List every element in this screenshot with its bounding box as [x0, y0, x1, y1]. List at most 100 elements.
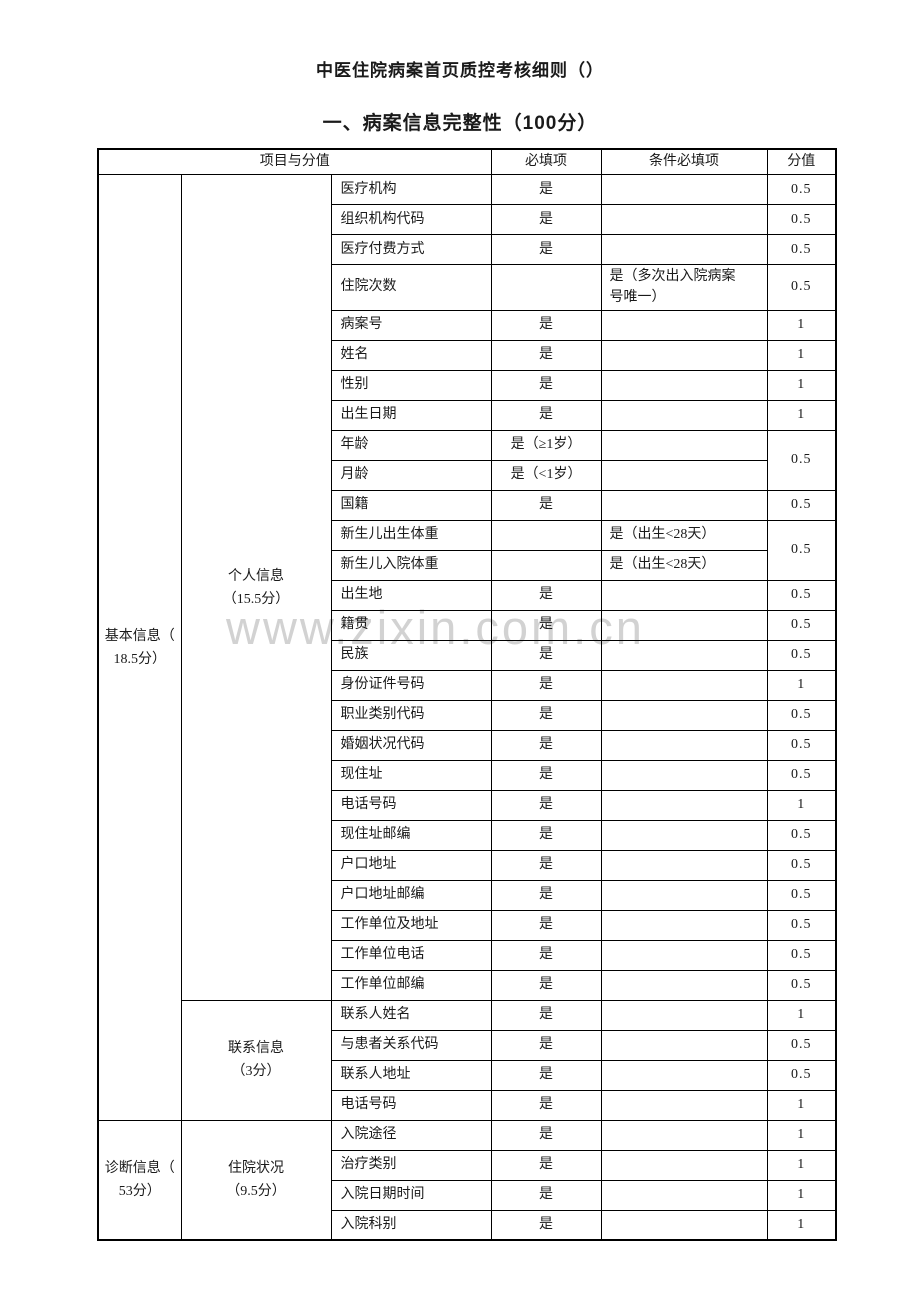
item-cell: 月龄 — [330, 459, 492, 491]
table-row: 联系信息 （3分） 联系人姓名是 1 — [98, 999, 837, 1121]
conditional-cell — [600, 729, 768, 761]
item-cell: 民族 — [330, 639, 492, 671]
conditional-cell — [600, 339, 768, 371]
item-cell: 电话号码 — [330, 1089, 492, 1121]
item-cell: 医疗机构 — [330, 174, 492, 206]
required-cell: 是 — [490, 639, 602, 671]
required-cell: 是 — [490, 939, 602, 971]
assessment-table: 项目与分值 必填项 条件必填项 分值 基本信息（ 18.5分） 个人信息 （15.… — [97, 148, 838, 1242]
score-cell: 1 — [766, 669, 837, 701]
conditional-cell — [600, 639, 768, 671]
table-row: 电话号码是 1 — [98, 1089, 837, 1121]
conditional-cell: 是（多次出入院病案 号唯一） — [600, 264, 768, 311]
table-row: 现住址是 0.5 — [98, 759, 837, 791]
required-cell: 是 — [490, 909, 602, 941]
table-row: 年龄 是（≥1岁） 0.5 — [98, 429, 837, 491]
item-cell: 工作单位邮编 — [330, 969, 492, 1001]
table-row: 电话号码是 1 — [98, 789, 837, 821]
score-cell: 0.5 — [766, 729, 837, 761]
item-cell: 户口地址 — [330, 849, 492, 881]
table-row: 国籍是 0.5 — [98, 489, 837, 521]
table-row: 组织机构代码是 0.5 — [98, 204, 837, 236]
item-cell: 性别 — [330, 369, 492, 401]
table-row: 婚姻状况代码是 0.5 — [98, 729, 837, 761]
score-cell: 0.5 — [766, 579, 837, 611]
required-cell: 是 — [490, 969, 602, 1001]
conditional-cell — [600, 759, 768, 791]
table-row: 住院次数 是（多次出入院病案 号唯一） 0.5 — [98, 264, 837, 311]
conditional-cell — [600, 1089, 768, 1121]
conditional-cell — [600, 939, 768, 971]
required-cell: 是（<1岁） — [490, 459, 602, 491]
score-cell: 0.5 — [766, 429, 837, 491]
conditional-cell — [600, 969, 768, 1001]
required-cell: 是 — [490, 399, 602, 431]
score-cell: 0.5 — [766, 489, 837, 521]
required-cell: 是 — [490, 234, 602, 266]
score-cell: 1 — [766, 1179, 837, 1211]
conditional-cell — [600, 309, 768, 341]
required-cell: 是 — [490, 1119, 602, 1151]
table-row: 工作单位邮编是 0.5 — [98, 969, 837, 1001]
score-cell: 0.5 — [766, 759, 837, 791]
conditional-cell — [600, 489, 768, 521]
score-cell: 0.5 — [766, 969, 837, 1001]
conditional-cell — [600, 174, 768, 206]
table-row: 出生日期是 1 — [98, 399, 837, 431]
score-cell: 0.5 — [766, 609, 837, 641]
required-cell: 是 — [490, 579, 602, 611]
subgroup-cell: 个人信息 （15.5分） — [180, 174, 332, 1001]
item-cell: 身份证件号码 — [330, 669, 492, 701]
conditional-cell — [600, 999, 768, 1031]
conditional-cell — [600, 1059, 768, 1091]
score-cell: 0.5 — [766, 819, 837, 851]
required-cell — [490, 549, 602, 581]
page-subtitle: 一、病案信息完整性（100分） — [322, 113, 598, 134]
score-cell: 0.5 — [766, 519, 837, 581]
table-row: 与患者关系代码是 0.5 — [98, 1029, 837, 1061]
required-cell: 是 — [490, 1179, 602, 1211]
conditional-cell — [600, 1149, 768, 1181]
conditional-cell — [600, 879, 768, 911]
conditional-cell — [600, 1209, 768, 1241]
item-cell: 工作单位电话 — [330, 939, 492, 971]
item-cell: 与患者关系代码 — [330, 1029, 492, 1061]
header-score: 分值 — [766, 148, 837, 176]
item-cell: 职业类别代码 — [330, 699, 492, 731]
required-cell: 是 — [490, 1059, 602, 1091]
score-cell: 0.5 — [766, 174, 837, 206]
score-cell: 1 — [766, 369, 837, 401]
score-cell: 1 — [766, 789, 837, 821]
table-body: 基本信息（ 18.5分） 个人信息 （15.5分） 医疗机构是 0.5 组织机构代码是 0… — [97, 174, 837, 1241]
item-cell: 医疗付费方式 — [330, 234, 492, 266]
item-cell: 籍贯 — [330, 609, 492, 641]
subgroup-cell: 住院状况 （9.5分） — [180, 1119, 332, 1241]
required-cell: 是 — [490, 789, 602, 821]
table-row: 工作单位电话是 0.5 — [98, 939, 837, 971]
table-row: 民族是 0.5 — [98, 639, 837, 671]
score-cell: 0.5 — [766, 234, 837, 266]
conditional-cell: 是（出生<28天） — [600, 519, 768, 551]
required-cell: 是 — [490, 369, 602, 401]
item-cell: 入院科别 — [330, 1209, 492, 1241]
table-row: 籍贯是 0.5 — [98, 609, 837, 641]
table-row: 姓名是 1 — [98, 339, 837, 371]
conditional-cell — [600, 909, 768, 941]
score-cell: 1 — [766, 999, 837, 1031]
group-cell: 诊断信息（ 53分） — [97, 1119, 182, 1241]
required-cell: 是 — [490, 489, 602, 521]
item-cell: 出生地 — [330, 579, 492, 611]
item-cell: 现住址邮编 — [330, 819, 492, 851]
required-cell: 是 — [490, 999, 602, 1031]
table-row: 职业类别代码是 0.5 — [98, 699, 837, 731]
conditional-cell — [600, 849, 768, 881]
score-cell: 0.5 — [766, 204, 837, 236]
score-cell: 1 — [766, 1119, 837, 1151]
item-cell: 年龄 — [330, 429, 492, 461]
conditional-cell — [600, 789, 768, 821]
conditional-cell — [600, 819, 768, 851]
item-cell: 姓名 — [330, 339, 492, 371]
conditional-cell — [600, 399, 768, 431]
table-header-row: 项目与分值 必填项 条件必填项 分值 — [97, 148, 837, 176]
score-cell: 1 — [766, 1149, 837, 1181]
